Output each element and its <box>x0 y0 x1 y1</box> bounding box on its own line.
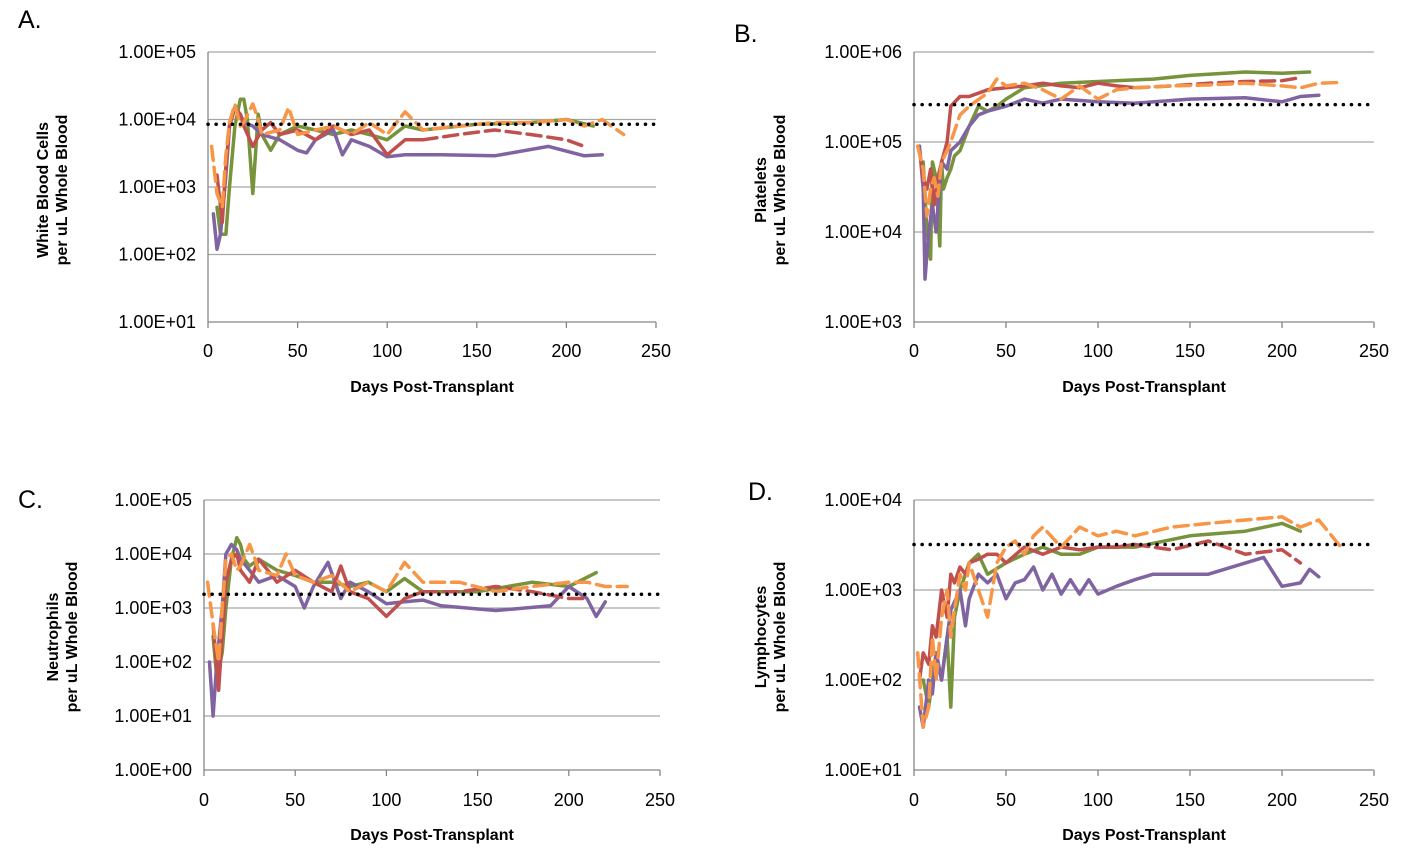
series-line <box>213 108 602 250</box>
series-line <box>208 545 628 663</box>
y-tick-label: 1.00E+04 <box>118 110 196 130</box>
series-line <box>213 554 423 690</box>
y-tick-label: 1.00E+04 <box>114 544 192 564</box>
x-tick-label: 50 <box>996 790 1016 810</box>
y-tick-label: 1.00E+01 <box>118 312 196 332</box>
x-axis-title: Days Post-Transplant <box>1062 827 1226 844</box>
y-tick-label: 1.00E+01 <box>824 760 902 780</box>
x-axis-title: Days Post-Transplant <box>1062 379 1226 396</box>
y-axis-title-line: Lymphocytes <box>753 586 770 689</box>
x-tick-label: 150 <box>1175 341 1205 361</box>
y-axis-title-line: Neutrophils <box>45 592 62 681</box>
panel-letter: A. <box>18 6 42 34</box>
x-tick-label: 50 <box>996 341 1016 361</box>
y-axis-title-line: per uL Whole Blood <box>772 562 789 713</box>
x-tick-label: 150 <box>1175 790 1205 810</box>
y-axis-title: Platelets per uL Whole Blood <box>753 115 789 266</box>
chart-panel: 1.00E+00 1.00E+01 1.00E+02 1.00E+03 1.00E+04… <box>18 486 675 844</box>
y-axis-title: White Blood Cells per uL Whole Blood <box>35 115 71 266</box>
y-tick-label: 1.00E+04 <box>824 490 902 510</box>
x-tick-label: 200 <box>551 341 581 361</box>
y-tick-label: 1.00E+06 <box>824 42 902 62</box>
y-tick-label: 1.00E+02 <box>118 245 196 265</box>
series-line <box>1135 541 1301 563</box>
x-tick-label: 100 <box>371 790 401 810</box>
y-axis-title-line: Platelets <box>753 157 770 223</box>
y-tick-label: 1.00E+00 <box>114 760 192 780</box>
y-tick-label: 1.00E+03 <box>114 598 192 618</box>
y-tick-label: 1.00E+05 <box>114 490 192 510</box>
y-axis-title-line: per uL Whole Blood <box>54 115 71 266</box>
x-tick-label: 250 <box>645 790 675 810</box>
chart-panel: 1.00E+01 1.00E+02 1.00E+03 1.00E+04 1.00E+05… <box>18 6 671 396</box>
y-tick-label: 1.00E+02 <box>824 670 902 690</box>
x-tick-label: 200 <box>554 790 584 810</box>
x-tick-label: 200 <box>1267 790 1297 810</box>
y-tick-label: 1.00E+04 <box>824 222 902 242</box>
y-axis-title: Neutrophils per uL Whole Blood <box>45 562 81 713</box>
chart-panel: 1.00E+03 1.00E+04 1.00E+05 1.00E+06 0 50 100 15… <box>734 20 1389 396</box>
x-axis-title: Days Post-Transplant <box>350 827 514 844</box>
series-line <box>920 557 1319 727</box>
y-tick-label: 1.00E+05 <box>118 42 196 62</box>
series-line <box>920 95 1319 279</box>
panels: 1.00E+01 1.00E+02 1.00E+03 1.00E+04 1.00E+05… <box>18 6 1389 844</box>
y-tick-label: 1.00E+05 <box>824 132 902 152</box>
y-tick-label: 1.00E+03 <box>824 580 902 600</box>
y-axis-title: Lymphocytes per uL Whole Blood <box>753 562 789 713</box>
y-tick-label: 1.00E+03 <box>118 177 196 197</box>
x-tick-label: 250 <box>641 341 671 361</box>
x-axis-title: Days Post-Transplant <box>350 379 514 396</box>
x-tick-label: 100 <box>372 341 402 361</box>
y-axis-title-line: per uL Whole Blood <box>64 562 81 713</box>
x-tick-label: 150 <box>462 341 492 361</box>
y-axis-title-line: per uL Whole Blood <box>772 115 789 266</box>
chart-panel: 1.00E+01 1.00E+02 1.00E+03 1.00E+04 0 50 100 15… <box>748 478 1389 844</box>
x-tick-label: 200 <box>1267 341 1297 361</box>
panel-letter: D. <box>748 478 773 506</box>
panel-letter: C. <box>18 486 43 514</box>
x-tick-label: 250 <box>1359 790 1389 810</box>
x-tick-label: 100 <box>1083 341 1113 361</box>
x-tick-label: 50 <box>285 790 305 810</box>
x-tick-label: 0 <box>203 341 213 361</box>
x-tick-label: 150 <box>463 790 493 810</box>
y-axis-title-line: White Blood Cells <box>35 122 52 258</box>
y-tick-label: 1.00E+02 <box>114 652 192 672</box>
series-line <box>423 130 584 146</box>
y-tick-label: 1.00E+01 <box>114 706 192 726</box>
x-tick-label: 0 <box>909 341 919 361</box>
x-tick-label: 0 <box>909 790 919 810</box>
panel-letter: B. <box>734 20 758 48</box>
x-tick-label: 0 <box>199 790 209 810</box>
x-tick-label: 250 <box>1359 341 1389 361</box>
x-tick-label: 50 <box>288 341 308 361</box>
y-tick-label: 1.00E+03 <box>824 312 902 332</box>
x-tick-label: 100 <box>1083 790 1113 810</box>
